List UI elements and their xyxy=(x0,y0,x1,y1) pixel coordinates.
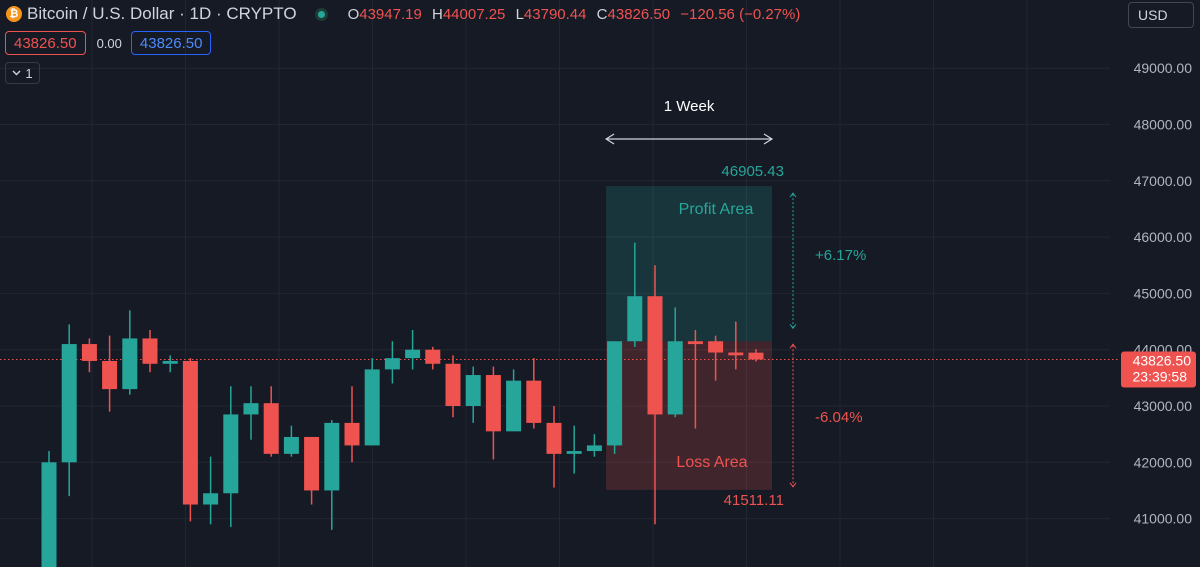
bitcoin-icon: ₿ xyxy=(6,6,22,22)
candle-body xyxy=(283,436,299,454)
candlestick-series xyxy=(41,242,764,567)
symbol-title[interactable]: Bitcoin / U.S. Dollar · 1D · CRYPTO xyxy=(27,4,297,23)
open-label: O xyxy=(347,5,360,23)
candle-body xyxy=(324,422,340,491)
high-value: 44007.25 xyxy=(442,5,506,23)
price-axis[interactable]: 41000.0042000.0043000.0044000.0045000.00… xyxy=(1121,60,1196,527)
candle-body xyxy=(465,375,481,406)
low-value: 43790.44 xyxy=(523,5,587,23)
candle-body xyxy=(203,493,219,505)
chevron-down-icon xyxy=(12,70,21,76)
market-status-icon[interactable] xyxy=(314,7,328,21)
candle-body xyxy=(485,375,501,432)
ohlc-legend: O43947.19 H44007.25 L43790.44 C43826.50 … xyxy=(348,6,801,23)
candle-body xyxy=(647,296,663,415)
candle-body xyxy=(243,403,259,415)
candle-body xyxy=(162,360,178,364)
candle-body xyxy=(425,349,441,364)
candle-body xyxy=(304,436,320,491)
profit-measure-tail xyxy=(789,323,797,330)
symbol-header: ₿ Bitcoin / U.S. Dollar · 1D · CRYPTO O4… xyxy=(6,3,800,25)
grid-lines xyxy=(0,0,1110,567)
candle-body xyxy=(81,344,97,361)
price-tick-label: 49000.00 xyxy=(1134,60,1193,76)
candle-body xyxy=(667,341,683,415)
high-label: H xyxy=(431,5,443,23)
price-tick-label: 46000.00 xyxy=(1134,229,1193,245)
candle-body xyxy=(546,422,562,454)
candle-body xyxy=(182,360,198,505)
candle-body xyxy=(344,422,360,446)
candle-body xyxy=(728,352,744,356)
candle-body xyxy=(586,445,602,452)
candle-body xyxy=(384,358,400,370)
indicators-count: 1 xyxy=(25,65,33,81)
buy-price-button[interactable]: 43826.50 xyxy=(130,31,212,55)
price-tick-label: 42000.00 xyxy=(1134,454,1193,470)
price-tick-label: 43000.00 xyxy=(1134,398,1193,414)
candle-body xyxy=(364,369,380,446)
candle-body xyxy=(102,360,118,390)
candle-body xyxy=(748,352,764,360)
close-label: C xyxy=(596,5,608,23)
candle-body xyxy=(445,363,461,406)
loss-measure-tail xyxy=(789,482,797,488)
position-annotations: 1 Week 46905.43 Profit Area Loss Area 41511.… xyxy=(604,98,866,509)
profit-measure-head xyxy=(789,192,797,198)
candle-body xyxy=(405,349,421,359)
currency-selector[interactable]: USD xyxy=(1128,2,1194,28)
candle-body xyxy=(223,414,239,494)
candle-body xyxy=(687,341,703,345)
range-label: 1 Week xyxy=(664,98,715,115)
target-price-label: 46905.43 xyxy=(721,163,784,180)
candle-body xyxy=(142,338,158,364)
sell-price-button[interactable]: 43826.50 xyxy=(5,31,86,55)
candle-body xyxy=(627,296,643,342)
open-value: 43947.19 xyxy=(359,5,422,23)
price-tick-label: 41000.00 xyxy=(1134,511,1193,527)
loss-percent-label: -6.04% xyxy=(815,409,863,426)
candle-countdown-label: 23:39:58 xyxy=(1133,368,1188,384)
range-arrow-right-head xyxy=(763,133,774,145)
candle-body xyxy=(566,451,582,454)
price-tick-label: 48000.00 xyxy=(1134,117,1193,133)
loss-area-label: Loss Area xyxy=(676,454,747,471)
range-arrow-left-head xyxy=(604,133,615,145)
price-tick-label: 45000.00 xyxy=(1134,285,1193,301)
loss-measure-head xyxy=(789,343,797,349)
candle-body xyxy=(61,344,77,463)
candle-body xyxy=(607,341,623,446)
profit-area-label: Profit Area xyxy=(679,201,754,218)
low-label: L xyxy=(515,5,524,23)
quote-row: 43826.50 0.00 43826.50 xyxy=(5,31,212,55)
candle-body xyxy=(122,338,138,390)
price-tick-label: 47000.00 xyxy=(1134,173,1193,189)
change-value: −120.56 (−0.27%) xyxy=(680,5,801,23)
candle-body xyxy=(263,403,279,454)
loss-zone xyxy=(606,341,772,490)
stop-price-label: 41511.11 xyxy=(724,492,784,509)
spread-value: 0.00 xyxy=(96,35,122,51)
candle-body xyxy=(506,380,522,432)
candle-body xyxy=(526,380,542,423)
indicators-toggle-button[interactable]: 1 xyxy=(5,62,40,84)
candle-body xyxy=(708,341,724,353)
candle-body xyxy=(41,462,57,567)
last-price-tag xyxy=(1121,351,1196,388)
close-value: 43826.50 xyxy=(607,5,671,23)
profit-percent-label: +6.17% xyxy=(815,247,866,264)
last-price-label: 43826.50 xyxy=(1133,352,1192,368)
